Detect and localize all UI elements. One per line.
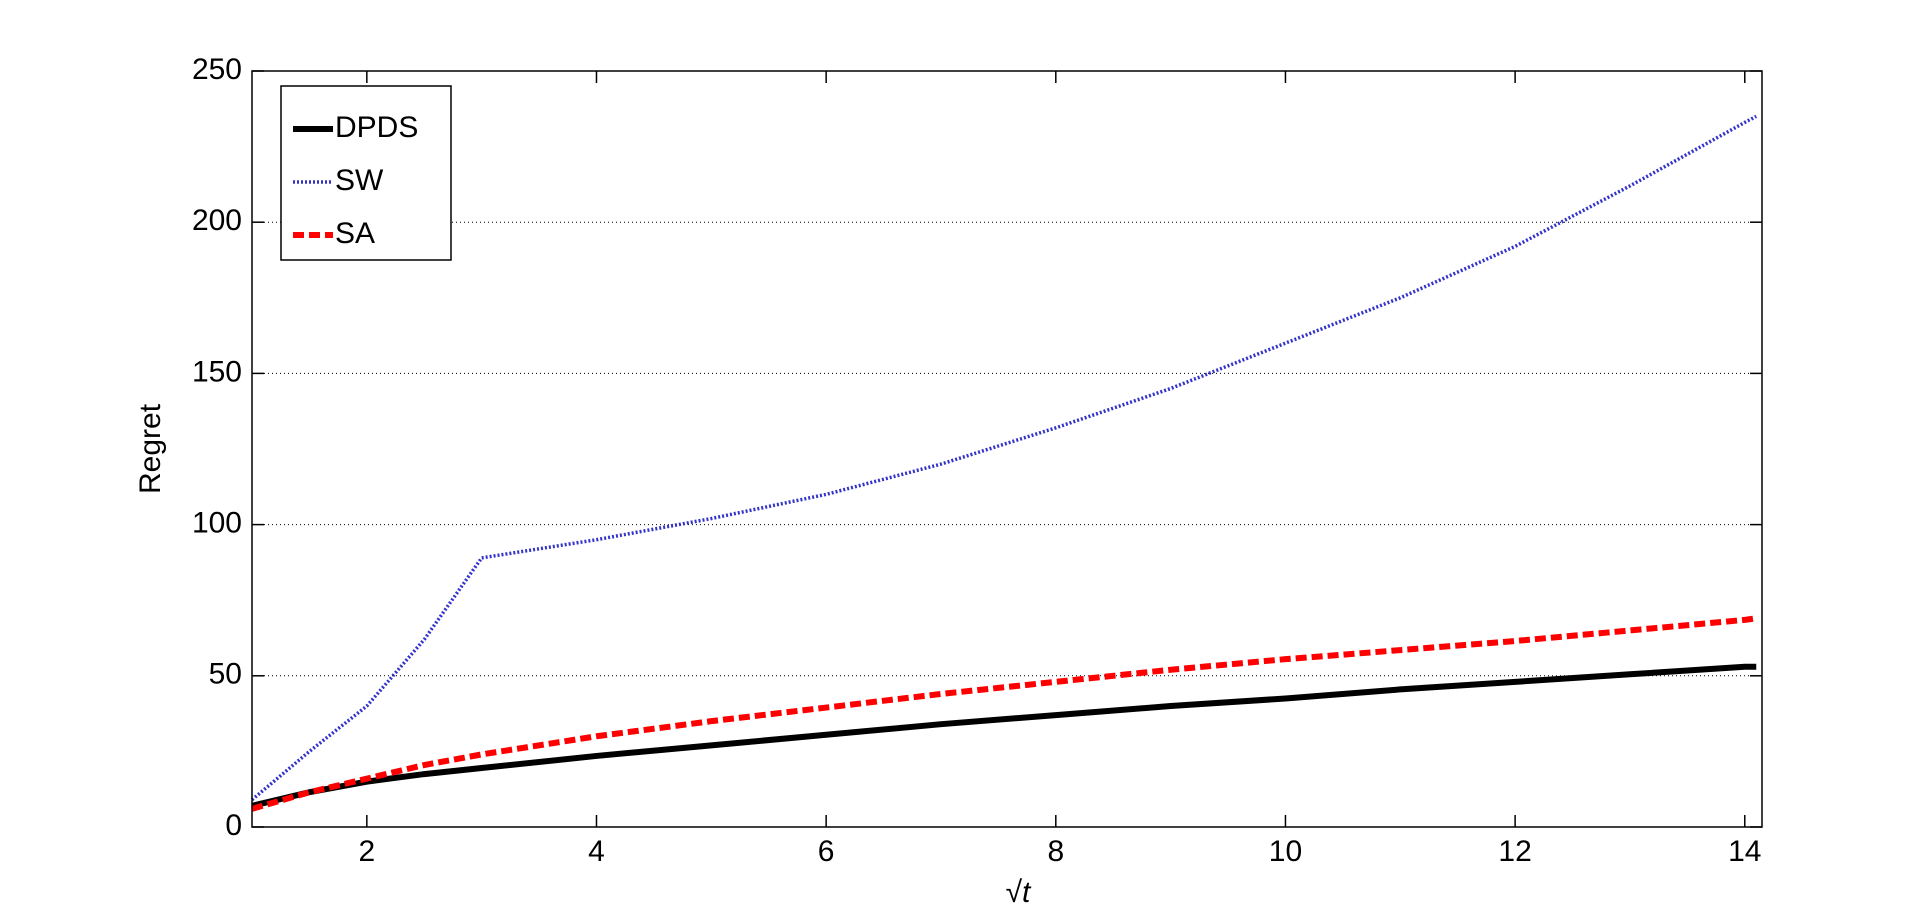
y-axis-label: Regret: [134, 403, 167, 494]
x-axis-label: √t: [1006, 876, 1032, 909]
y-tick-label: 50: [209, 658, 242, 691]
x-tick-label: 14: [1728, 835, 1761, 868]
x-tick-label: 6: [818, 835, 835, 868]
x-tick-label: 2: [358, 835, 375, 868]
legend-box: [280, 85, 452, 261]
line-series: [250, 114, 1758, 802]
x-tick-label: 10: [1269, 835, 1302, 868]
y-tick-label: 250: [192, 53, 242, 86]
legend-label: DPDS: [335, 111, 418, 144]
x-tick-label: 8: [1047, 835, 1064, 868]
plot-frame: [251, 70, 1763, 828]
legend-label: SA: [335, 217, 375, 250]
y-tick-label: 200: [192, 204, 242, 237]
y-tick-label: 150: [192, 355, 242, 388]
x-tick-label: 12: [1498, 835, 1531, 868]
y-tick-label: 0: [225, 809, 242, 842]
y-tick-label: 100: [192, 507, 242, 540]
line-series: [251, 663, 1757, 809]
line-series: [251, 615, 1757, 812]
legend-label: SW: [335, 164, 384, 197]
x-tick-label: 4: [588, 835, 605, 868]
